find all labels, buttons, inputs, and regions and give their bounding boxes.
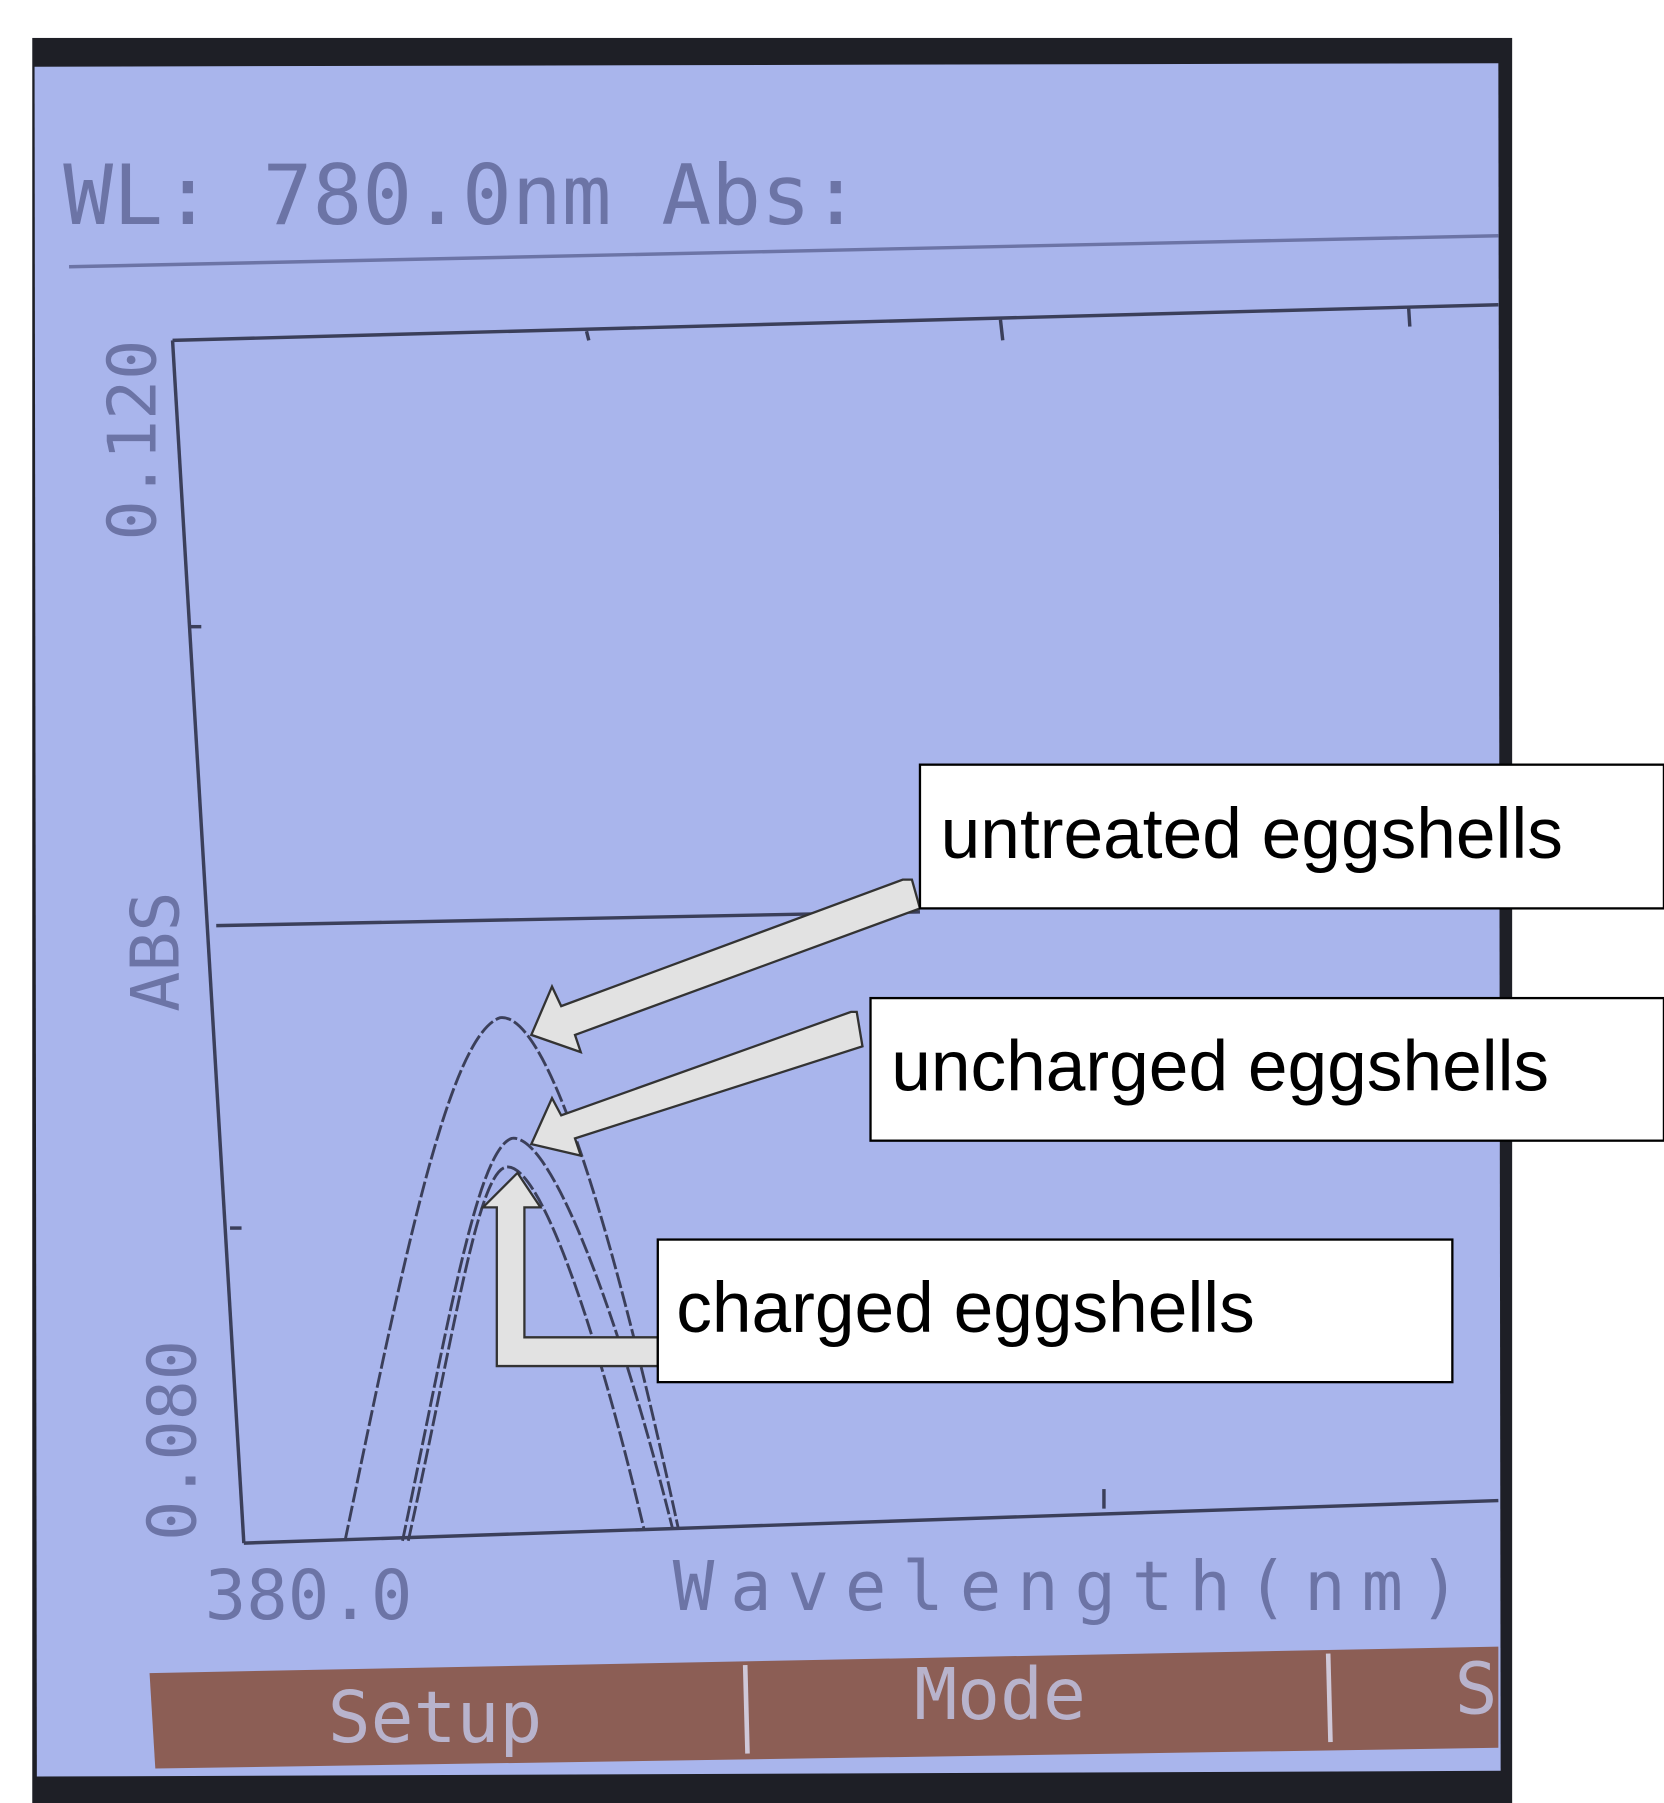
softkey-s[interactable]: S — [1455, 1647, 1498, 1730]
plot-frame — [170, 302, 1499, 1545]
softkey-mode[interactable]: Mode — [914, 1653, 1086, 1736]
y-axis-top: 0.120 — [93, 340, 171, 541]
header-readout: WL: 780.0nm Abs: — [63, 147, 860, 244]
annotation-box — [656, 1238, 1454, 1384]
annotation-charged: charged eggshells — [676, 1268, 1255, 1348]
annotation-box — [869, 996, 1664, 1142]
x-axis-start: 380.0 — [205, 1556, 413, 1636]
annotation-uncharged: uncharged eggshells — [891, 1027, 1549, 1107]
spectra-curves — [343, 1016, 680, 1542]
annotation-untreated: untreated eggshells — [941, 794, 1563, 874]
y-axis-label: ABS — [116, 891, 194, 1011]
annotation-arrows — [480, 878, 922, 1368]
softkey-divider — [742, 1664, 750, 1754]
softkey-divider — [1325, 1653, 1333, 1743]
y-axis-bottom: 0.080 — [134, 1340, 212, 1541]
softkey-bar — [149, 1646, 1499, 1769]
lcd-screen — [34, 63, 1501, 1777]
softkey-setup[interactable]: Setup — [328, 1676, 543, 1759]
header-divider — [69, 233, 1499, 269]
